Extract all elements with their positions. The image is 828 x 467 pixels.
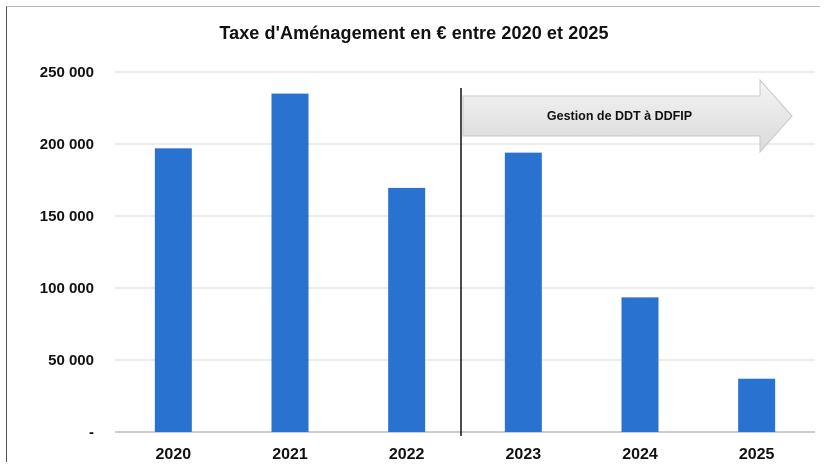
y-tick-label: 100 000 (40, 280, 94, 297)
y-axis-tick-labels: - 50 000 100 000 150 000 200 000 250 000 (40, 64, 94, 441)
y-tick-label: 200 000 (40, 136, 94, 153)
y-tick-label: - (89, 424, 94, 441)
x-tick-label: 2021 (272, 446, 308, 463)
y-tick-label: 250 000 (40, 64, 94, 81)
y-tick-label: 50 000 (48, 352, 94, 369)
bar-2021 (271, 93, 309, 432)
bar-2025 (738, 378, 776, 432)
x-tick-label: 2024 (622, 446, 658, 463)
x-tick-label: 2023 (506, 446, 542, 463)
bar-2020 (154, 148, 192, 432)
bars (154, 93, 776, 432)
annotation-arrow: Gestion de DDT à DDFIP (462, 78, 793, 154)
x-tick-label: 2020 (156, 446, 192, 463)
grid-lines (115, 71, 815, 433)
x-tick-label: 2022 (389, 446, 425, 463)
arrow-shape (462, 78, 793, 154)
bar-2022 (388, 187, 426, 432)
x-axis-tick-labels: 2020 2021 2022 2023 2024 2025 (156, 446, 775, 463)
annotation-label: Gestion de DDT à DDFIP (547, 109, 692, 123)
bar-2024 (621, 297, 659, 432)
chart-title: Taxe d'Aménagement en € entre 2020 et 20… (219, 23, 609, 43)
x-tick-label: 2025 (739, 446, 775, 463)
bar-2023 (504, 152, 542, 432)
y-tick-label: 150 000 (40, 208, 94, 225)
